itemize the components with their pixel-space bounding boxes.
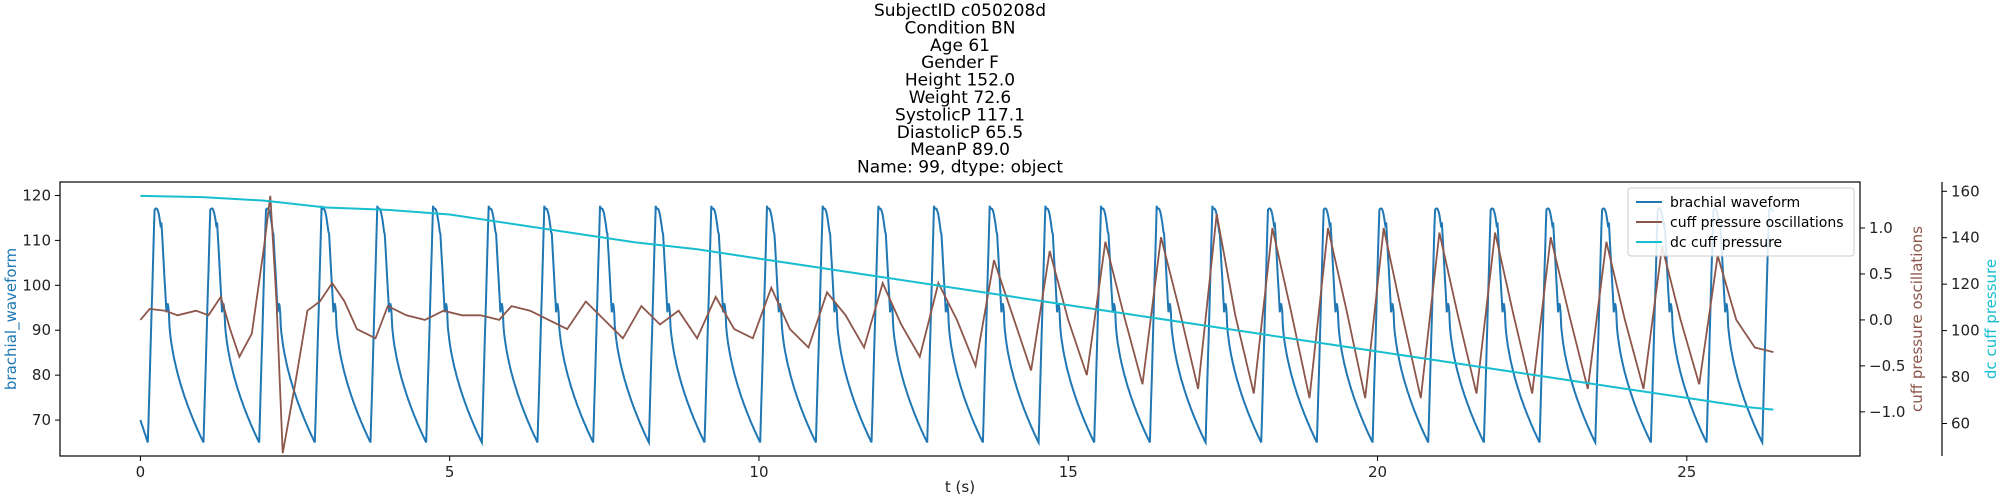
title-line: Height 152.0 [905,71,1015,91]
series-group [139,194,1774,454]
x-tick-label: 5 [445,463,455,481]
y-right-tick-label: −1.0 [1869,403,1905,421]
y-right2-tick-label: 160 [1951,182,1980,200]
x-axis-label: t (s) [945,478,975,496]
y-right2-tick-label: 100 [1951,322,1980,340]
y-right2-tick-label: 60 [1951,414,1970,432]
series-dc-cuff-pressure [140,194,1774,411]
legend-box [1627,187,1855,257]
y-left-tick-label: 70 [32,411,51,429]
x-axis: 0 5 10 15 20 25 [136,456,1696,481]
title-line: Gender F [921,53,999,73]
title-line: MeanP 89.0 [910,140,1010,160]
title-line: SystolicP 117.1 [895,105,1025,125]
legend-label: dc cuff pressure [1670,235,1782,251]
series-cuff-pressure-oscillations [139,195,1774,454]
series-brachial-waveform [139,205,1774,447]
y-right2-label: dc cuff pressure [1982,259,2000,379]
y-right-tick-label: 1.0 [1869,219,1893,237]
y-axis-left: 70 80 90 100 110 120 brachial_waveform [2,186,60,429]
y-right2-tick-label: 80 [1951,368,1970,386]
x-tick-label: 0 [136,463,146,481]
y-right-tick-label: 0.5 [1869,265,1893,283]
plot-area-frame [59,181,1861,457]
legend-label: cuff pressure oscillations [1670,215,1844,231]
y-left-label: brachial_waveform [2,248,21,390]
title-line: DiastolicP 65.5 [897,123,1023,143]
legend-label: brachial waveform [1670,195,1800,211]
x-tick-label: 20 [1368,463,1387,481]
title-line: Age 61 [930,36,990,56]
y-left-tick-label: 100 [22,276,51,294]
y-right-tick-label: −0.5 [1869,357,1905,375]
y-right2-tick-label: 120 [1951,275,1980,293]
title-line: Weight 72.6 [909,88,1011,108]
x-tick-label: 25 [1677,463,1696,481]
y-left-tick-label: 90 [32,321,51,339]
x-tick-label: 15 [1059,463,1078,481]
y-left-tick-label: 110 [22,231,51,249]
title-line: Name: 99, dtype: object [857,158,1063,178]
legend: brachial waveform cuff pressure oscillati… [1627,187,1855,257]
y-left-tick-label: 80 [32,366,51,384]
y-right-tick-label: 0.0 [1869,311,1893,329]
y-left-tick-label: 120 [22,186,51,204]
y-right2-tick-label: 140 [1951,229,1980,247]
y-axis-right2: 60 80 100 120 140 160 dc cuff pressure [1941,182,2000,456]
title-line: Condition BN [905,18,1016,38]
title-line: SubjectID c050208d [874,1,1046,21]
x-tick-label: 10 [749,463,768,481]
y-right-label: cuff pressure oscillations [1908,226,1926,412]
y-axis-right: −1.0 −0.5 0.0 0.5 1.0 cuff pressure oscillati… [1860,219,1926,421]
